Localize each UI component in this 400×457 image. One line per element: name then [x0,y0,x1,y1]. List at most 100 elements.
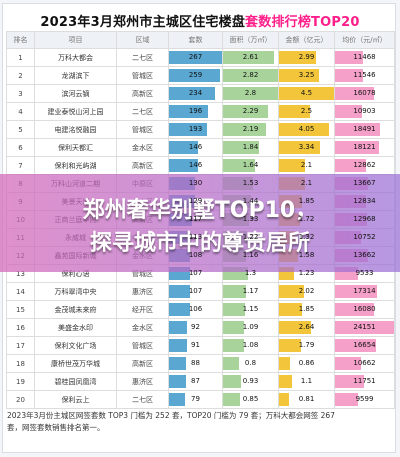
rank-cell: 15 [6,300,35,319]
price-bar [335,339,376,352]
rank-cell: 4 [6,102,35,121]
price-cell-content: 10752 [335,230,394,246]
price-cell-content: 11546 [335,68,394,84]
area-bar [223,375,242,388]
units-value: 106 [188,305,203,313]
area-cell: 1.64 [222,156,279,175]
amount-cell: 2.1 [278,174,335,193]
units-bar [169,339,188,352]
area-cell: 2.82 [222,66,279,85]
amount-cell: 1.23 [278,264,335,283]
amount-header: 金额（亿元） [278,31,335,49]
units-cell: 129 [168,192,223,211]
units-value: 129 [188,197,203,205]
amount-bar [279,87,334,100]
units-cell: 117 [168,210,223,229]
project-cell: 保利和光屿湖 [34,156,117,175]
units-cell: 108 [168,246,223,265]
price-cell: 11546 [334,66,395,85]
amount-cell: 1.72 [278,210,335,229]
amount-cell-content: 4.05 [279,122,334,138]
rank-cell: 2 [6,66,35,85]
amount-value: 4.5 [300,89,313,97]
units-cell: 259 [168,66,223,85]
area-value: 1.08 [242,341,259,349]
price-value: 18121 [353,143,376,151]
price-cell: 13662 [334,246,395,265]
price-cell-content: 9533 [335,266,394,282]
amount-cell: 0.81 [278,390,335,409]
price-cell: 9533 [334,264,395,283]
amount-value: 4.05 [298,125,315,133]
price-bar [335,69,364,82]
area-value: 1.64 [242,161,259,169]
units-cell-content: 130 [169,176,222,192]
units-cell-content: 107 [169,266,222,282]
units-cell-content: 129 [169,194,222,210]
ranking-table-wrap: 排名 项目 区域 套数 面积（万㎡） 金额（亿元） 均价（元/㎡） 1 万科大都会… [6,31,395,409]
area-value: 0.85 [242,395,259,403]
price-cell-content: 16654 [335,338,394,354]
price-bar [335,87,375,100]
units-cell: 113 [168,228,223,247]
amount-cell-content: 1.79 [279,338,334,354]
amount-bar [279,285,304,298]
amount-cell-content: 1.1 [279,374,334,390]
units-cell-content: 267 [169,50,222,66]
price-bar [335,285,378,298]
area-cell-content: 1.53 [223,176,278,192]
price-bar [335,51,364,64]
units-value: 267 [188,53,203,61]
district-cell: 高新区 [116,354,169,373]
project-cell: 建业泰悦山河上园 [34,102,117,121]
amount-cell: 3.34 [278,138,335,157]
area-value: 2.29 [242,107,259,115]
price-value: 10662 [353,359,376,367]
units-value: 130 [188,179,203,187]
price-cell: 11468 [334,48,395,67]
table-row: 20 保利云上 二七区 79 0.85 0.81 9599 [6,390,395,409]
amount-bar [279,159,305,172]
amount-value: 1.72 [298,215,315,223]
price-cell-content: 10903 [335,104,394,120]
amount-value: 2.5 [300,107,313,115]
area-value: 2.8 [244,89,257,97]
area-cell: 1.3 [222,264,279,283]
overlay-headline-line-2: 探寻城市中的尊贵居所 [89,231,310,256]
price-cell-content: 17314 [335,284,394,300]
price-cell-content: 12968 [335,212,394,228]
table-row: 2 龙湖滨下 管城区 259 2.82 3.25 11546 [6,66,395,85]
amount-value: 1.58 [298,251,315,259]
units-cell-content: 259 [169,68,222,84]
price-cell: 9599 [334,390,395,409]
area-value: 1.53 [242,179,259,187]
overlay-headline-line-1: 郑州奢华别墅TOP10， [82,198,318,223]
area-cell-content: 0.8 [223,356,278,372]
units-cell: 88 [168,354,223,373]
amount-cell-content: 3.34 [279,140,334,156]
area-bar [223,105,268,118]
amount-bar [279,303,302,316]
area-cell-content: 1.16 [223,248,278,264]
area-bar [223,393,240,406]
price-bar [335,357,362,370]
area-bar [223,285,246,298]
ranking-table-body: 1 万科大都会 二七区 267 2.61 2.99 11468 2 龙湖滨下 管城区 259 2.82… [6,48,395,409]
table-row: 14 万科翠湾中央 惠济区 107 1.17 2.02 17314 [6,282,395,301]
rank-cell: 5 [6,120,35,139]
area-value: 1.3 [244,269,257,277]
title-main: 2023年3月郑州市主城区住宅楼盘 [40,15,246,30]
units-cell-content: 234 [169,86,222,102]
units-cell-content: 113 [169,230,222,246]
table-row: 1 万科大都会 二七区 267 2.61 2.99 11468 [6,48,395,67]
area-cell: 1.08 [222,336,279,355]
area-cell: 2.19 [222,120,279,139]
area-cell: 1.53 [222,174,279,193]
table-row: 5 电建洺悦融园 管城区 193 2.19 4.05 18491 [6,120,395,139]
project-cell: 滨河云镝 [34,84,117,103]
area-value: 1.84 [242,143,259,151]
area-cell-content: 1.08 [223,338,278,354]
price-cell: 10752 [334,228,395,247]
table-row: 15 金茂城未来府 经开区 106 1.15 1.85 16080 [6,300,395,319]
